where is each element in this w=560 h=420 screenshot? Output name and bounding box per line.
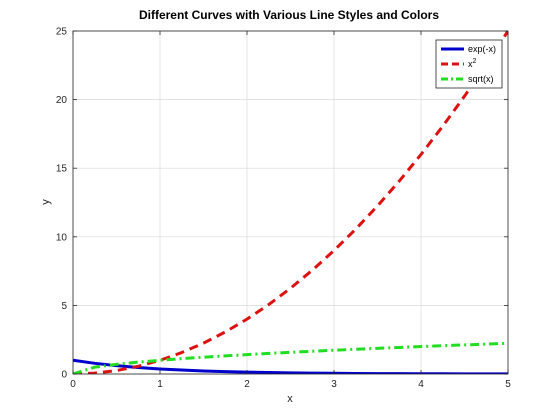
- y-tick-label: 15: [56, 164, 68, 175]
- plot-background: [73, 31, 508, 374]
- legend-label-text: sqrt(x): [468, 74, 494, 84]
- x-tick-label: 2: [244, 379, 250, 390]
- legend-label-superscript: 2: [473, 58, 477, 65]
- y-tick-label: 0: [61, 370, 67, 381]
- plot-frame: [72, 30, 509, 375]
- x-tick-label: 1: [157, 379, 163, 390]
- x-tick-label: 4: [418, 379, 424, 390]
- legend-label: exp(-x): [468, 44, 496, 54]
- legend: exp(-x) x2 sqrt(x): [435, 39, 503, 89]
- x-axis-label: x: [287, 393, 293, 405]
- x-tick-label: 3: [331, 379, 337, 390]
- y-tick-label: 20: [56, 95, 68, 106]
- legend-label: x2: [468, 58, 477, 69]
- grid: [72, 30, 509, 375]
- y-tick-label: 10: [56, 232, 68, 243]
- plot-area: 0 1 2 3 4 5 0 5 10 15 20 25: [56, 27, 511, 391]
- x-tick-label: 5: [505, 379, 511, 390]
- y-tick-label: 5: [61, 301, 67, 312]
- series-line-sqrt-x: [73, 341, 508, 374]
- legend-label-text: x: [468, 59, 473, 69]
- ticks: 0 1 2 3 4 5 0 5 10 15 20 25: [56, 27, 511, 391]
- x-tick-label: 0: [70, 379, 76, 390]
- legend-label-text: exp(-x): [468, 44, 496, 54]
- legend-label: sqrt(x): [468, 74, 494, 84]
- y-axis-label: y: [40, 199, 52, 205]
- y-tick-label: 25: [56, 27, 68, 38]
- chart-title: Different Curves with Various Line Style…: [139, 8, 439, 22]
